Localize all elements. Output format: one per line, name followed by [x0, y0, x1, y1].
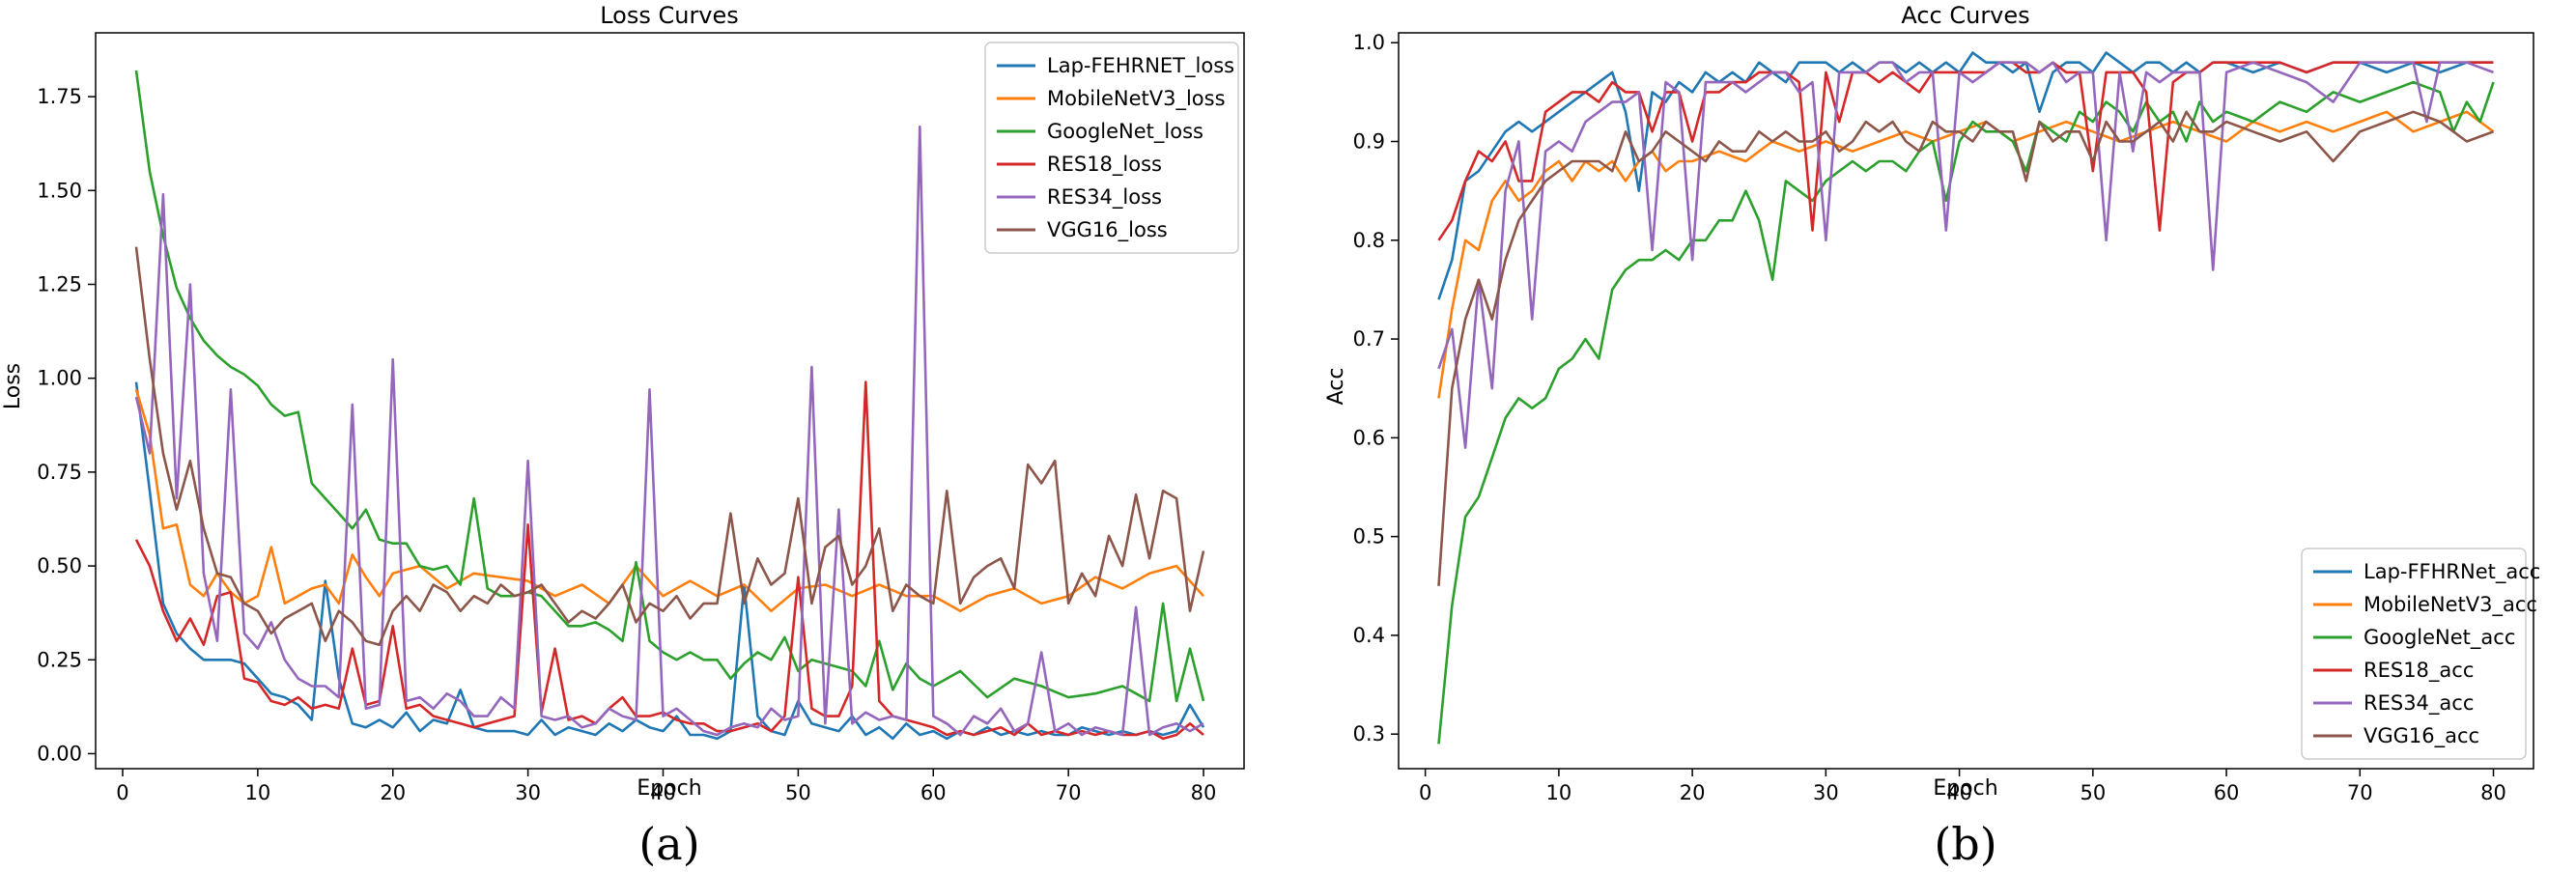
acc-xtick-label: 60	[2214, 781, 2240, 804]
loss-series-res34-loss	[134, 125, 1204, 737]
loss-chart-title: Loss Curves	[600, 2, 739, 29]
loss-xtick-label: 40	[650, 781, 676, 804]
loss-legend-label: RES18_loss	[1047, 153, 1162, 177]
loss-legend-label: RES34_loss	[1047, 185, 1162, 210]
acc-legend-label: MobileNetV3_acc	[2364, 593, 2537, 617]
acc-legend-label: VGG16_acc	[2364, 724, 2479, 748]
loss-xtick-label: 0	[116, 781, 128, 804]
acc-chart-xlabel: Epoch	[1933, 776, 1997, 801]
acc-ytick-label: 0.8	[1353, 229, 1385, 252]
loss-series-lap-fehrnet-loss	[134, 381, 1205, 741]
acc-chart-ticks: 0 10 20 30 40 50 60 70 80 0.3 0.4 0.5 0.6 0.7 0.8 0.9 1.…	[1353, 31, 2506, 804]
loss-ytick-label: 0.25	[37, 648, 82, 671]
acc-series-googlenet-acc	[1437, 80, 2495, 745]
loss-xtick-label: 60	[920, 781, 947, 804]
acc-series-res18-acc	[1437, 61, 2494, 241]
loss-chart-ylabel: Loss	[1, 363, 25, 409]
loss-legend-label: Lap-FEHRNET_loss	[1047, 54, 1234, 78]
acc-xtick-label: 10	[1546, 781, 1572, 804]
acc-ytick-label: 1.0	[1353, 31, 1385, 54]
acc-chart-lines	[1437, 51, 2495, 745]
loss-series-googlenet-loss	[134, 70, 1205, 703]
acc-xtick-label: 30	[1813, 781, 1839, 804]
acc-xtick-label: 80	[2480, 781, 2506, 804]
loss-ytick-label: 1.00	[37, 367, 82, 390]
loss-chart-caption: (a)	[638, 818, 699, 870]
acc-series-res34-acc	[1437, 61, 2494, 449]
loss-legend-label: VGG16_loss	[1047, 218, 1168, 242]
loss-legend-box	[984, 42, 1239, 254]
acc-legend-label: GoogleNet_acc	[2364, 626, 2515, 650]
loss-chart-xlabel: Epoch	[637, 776, 701, 801]
loss-chart: Loss Curves Loss Epoch (a) 0 10 20 30 40 50 60…	[1, 2, 1245, 870]
acc-xtick-label: 40	[1946, 781, 1972, 804]
acc-ytick-label: 0.6	[1353, 426, 1385, 449]
acc-legend-label: RES18_acc	[2364, 659, 2474, 683]
loss-legend-label: MobileNetV3_loss	[1047, 87, 1226, 111]
acc-xtick-label: 0	[1419, 781, 1431, 804]
loss-chart-lines	[134, 70, 1205, 741]
acc-chart-frame	[1398, 32, 2534, 770]
loss-xtick-label: 10	[244, 781, 270, 804]
loss-ytick-label: 1.25	[37, 272, 82, 295]
loss-xtick-label: 20	[380, 781, 406, 804]
loss-chart-legend: Lap-FEHRNET_loss MobileNetV3_loss GoogleNe…	[984, 42, 1239, 254]
acc-xtick-label: 50	[2080, 781, 2106, 804]
acc-xtick-label: 20	[1680, 781, 1706, 804]
loss-series-vgg16-loss	[134, 246, 1205, 646]
loss-legend-label: GoogleNet_loss	[1047, 120, 1203, 144]
loss-chart-frame	[95, 32, 1245, 770]
loss-xtick-label: 70	[1056, 781, 1082, 804]
acc-legend-label: RES34_acc	[2364, 691, 2474, 716]
loss-ytick-label: 0.75	[37, 461, 82, 484]
acc-chart-title: Acc Curves	[1901, 2, 2029, 29]
loss-chart-ticks: 0 10 20 30 40 50 60 70 80 0.00 0.25 0.50 0.75 1.00 1.2…	[37, 85, 1216, 804]
acc-xtick-label: 70	[2347, 781, 2373, 804]
loss-series-res18-loss	[134, 380, 1204, 741]
loss-xtick-label: 50	[785, 781, 811, 804]
acc-ytick-label: 0.5	[1353, 525, 1385, 549]
loss-ytick-label: 1.75	[37, 85, 82, 108]
acc-ytick-label: 0.4	[1353, 624, 1385, 647]
acc-ytick-label: 0.9	[1353, 130, 1385, 154]
loss-series-mobilenetv3-loss	[134, 388, 1204, 612]
loss-xtick-label: 30	[515, 781, 541, 804]
acc-chart: Acc Curves Acc Epoch (b) 0 10 20 30 40 50 60 70…	[1324, 2, 2540, 870]
acc-series-lap-ffhrnet-acc	[1437, 51, 2494, 300]
loss-xtick-label: 80	[1191, 781, 1217, 804]
acc-ytick-label: 0.7	[1353, 327, 1385, 351]
loss-ytick-label: 0.00	[37, 742, 82, 765]
loss-ytick-label: 1.50	[37, 179, 82, 202]
acc-ytick-label: 0.3	[1353, 722, 1385, 745]
acc-chart-ylabel: Acc	[1324, 368, 1348, 406]
acc-series-vgg16-acc	[1437, 110, 2494, 586]
acc-legend-box	[2301, 548, 2527, 760]
acc-chart-legend: Lap-FFHRNet_acc MobileNetV3_acc GoogleNet_…	[2301, 548, 2540, 760]
acc-legend-label: Lap-FFHRNet_acc	[2364, 560, 2540, 584]
acc-chart-caption: (b)	[1934, 818, 1996, 870]
loss-ytick-label: 0.50	[37, 554, 82, 577]
